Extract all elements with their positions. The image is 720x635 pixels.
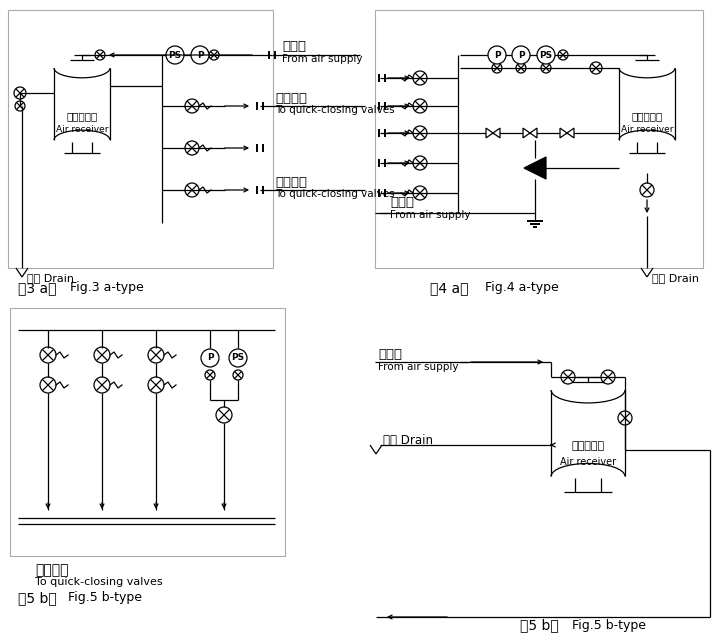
- Text: To quick-closing valves: To quick-closing valves: [275, 189, 395, 199]
- Text: Air receiver: Air receiver: [55, 126, 108, 135]
- Text: 放泄 Drain: 放泄 Drain: [27, 273, 74, 283]
- Text: 放泄 Drain: 放泄 Drain: [383, 434, 433, 446]
- Text: From air supply: From air supply: [390, 210, 470, 220]
- Text: 压缩空气瓶: 压缩空气瓶: [572, 441, 605, 451]
- Text: Fig.3 a-type: Fig.3 a-type: [70, 281, 144, 295]
- Bar: [375, 10, 703, 268]
- Text: Air receiver: Air receiver: [560, 457, 616, 467]
- Circle shape: [488, 46, 506, 64]
- Text: 图4 a型: 图4 a型: [430, 281, 469, 295]
- Text: To quick-closing valves: To quick-closing valves: [35, 577, 163, 587]
- Circle shape: [512, 46, 530, 64]
- Text: Fig.4 a-type: Fig.4 a-type: [485, 281, 559, 295]
- Text: 接气源: 接气源: [378, 349, 402, 361]
- Text: PS: PS: [539, 51, 552, 60]
- Text: P: P: [518, 51, 524, 60]
- Text: 压缩空气瓶: 压缩空气瓶: [66, 111, 98, 121]
- Text: P: P: [494, 51, 500, 60]
- Text: 接气源: 接气源: [282, 41, 306, 53]
- Circle shape: [166, 46, 184, 64]
- Text: 接气源: 接气源: [390, 196, 414, 210]
- Polygon shape: [524, 157, 546, 179]
- Text: PS: PS: [168, 51, 181, 60]
- Text: P: P: [207, 354, 213, 363]
- Polygon shape: [530, 128, 537, 138]
- Text: PS: PS: [231, 354, 245, 363]
- Text: 图5 b型: 图5 b型: [18, 591, 57, 605]
- Polygon shape: [567, 128, 574, 138]
- Polygon shape: [560, 128, 567, 138]
- Circle shape: [191, 46, 209, 64]
- Text: 至快关阀: 至快关阀: [275, 91, 307, 105]
- Circle shape: [201, 349, 219, 367]
- Text: From air supply: From air supply: [282, 54, 362, 64]
- Polygon shape: [523, 128, 530, 138]
- Text: 压缩空气瓶: 压缩空气瓶: [631, 111, 662, 121]
- Circle shape: [229, 349, 247, 367]
- Text: Air receiver: Air receiver: [621, 126, 673, 135]
- Circle shape: [537, 46, 555, 64]
- Text: To quick-closing valves: To quick-closing valves: [275, 105, 395, 115]
- Text: From air supply: From air supply: [378, 362, 459, 372]
- Text: 至快关阀: 至快关阀: [275, 175, 307, 189]
- Text: 放泄 Drain: 放泄 Drain: [652, 273, 699, 283]
- Polygon shape: [486, 128, 493, 138]
- Bar: [8, 10, 273, 268]
- Text: 图3 a型: 图3 a型: [18, 281, 56, 295]
- Text: 至快关阀: 至快关阀: [35, 563, 68, 577]
- Text: Fig.5 b-type: Fig.5 b-type: [572, 618, 646, 631]
- Bar: [10, 308, 285, 556]
- Polygon shape: [493, 128, 500, 138]
- Text: 图5 b型: 图5 b型: [520, 618, 559, 632]
- Text: P: P: [197, 51, 203, 60]
- Text: Fig.5 b-type: Fig.5 b-type: [68, 591, 142, 605]
